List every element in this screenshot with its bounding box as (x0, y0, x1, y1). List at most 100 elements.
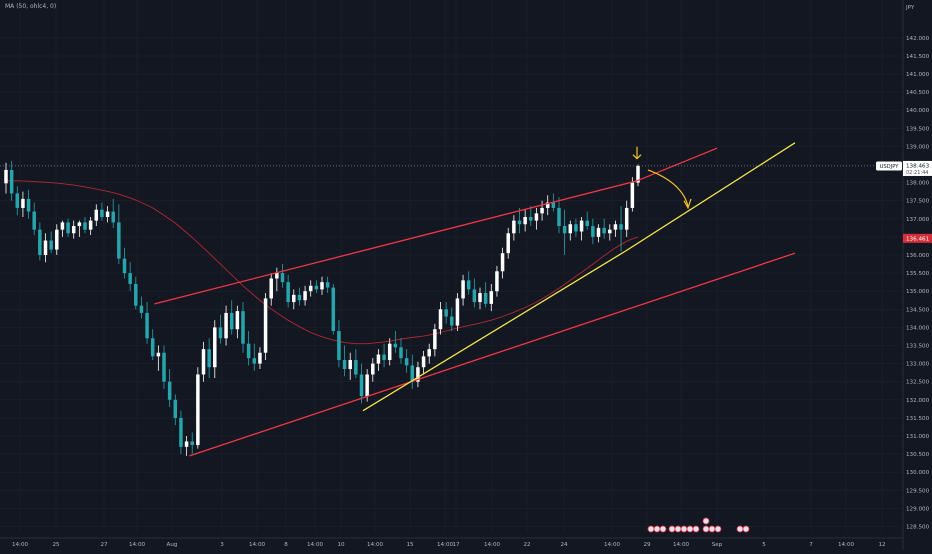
y-tick-label: 142.000 (906, 36, 930, 42)
x-tick-label: 22 (523, 542, 530, 548)
candle-body (450, 316, 454, 326)
event-marker-icon (708, 525, 716, 533)
candle-body (83, 222, 87, 230)
candle (150, 329, 155, 360)
drawings[interactable] (0, 142, 903, 533)
candle-body (545, 202, 550, 208)
candle-body (540, 207, 544, 214)
candle (387, 338, 392, 366)
y-tick-label: 141.000 (906, 72, 930, 78)
candle (21, 191, 25, 217)
candle-body (523, 216, 527, 225)
y-tick-label: 129.000 (906, 506, 930, 512)
candle-body (179, 417, 183, 447)
x-tick-label: Aug (167, 542, 178, 548)
candle (100, 202, 104, 221)
y-tick-label: 140.000 (906, 108, 930, 114)
y-tick-label: 128.500 (906, 525, 930, 531)
candle-body (60, 222, 65, 230)
candle-body (337, 331, 341, 360)
candle-body (167, 381, 172, 400)
y-tick-label: 133.000 (906, 362, 930, 368)
candle-body (602, 227, 606, 234)
x-tick-label: 14:00 (129, 542, 146, 548)
event-marker-icon (742, 525, 750, 533)
candle (619, 206, 623, 252)
candle (500, 247, 505, 279)
candle (26, 189, 31, 219)
candle (275, 267, 279, 292)
candle (512, 215, 516, 241)
y-tick-label: 135.000 (906, 289, 930, 295)
candle (579, 216, 584, 241)
candle-body (483, 293, 488, 304)
event-marker-icon (647, 525, 655, 533)
indicator-legend[interactable]: MA (50, ohlc4, 0) (5, 3, 57, 10)
candle-body (534, 213, 539, 221)
candle-body (596, 227, 601, 237)
symbol-tag (876, 161, 902, 171)
candle (122, 247, 127, 279)
x-tick-label: 25 (52, 542, 60, 548)
candle-body (286, 282, 290, 303)
candle-body (269, 278, 273, 299)
y-tick-label: 131.500 (906, 416, 930, 422)
down-arrow-head-icon (632, 154, 642, 160)
candle (88, 216, 93, 236)
candle (190, 432, 194, 455)
candle-body (529, 216, 533, 221)
candle-body (173, 399, 178, 418)
candle (630, 177, 635, 212)
y-tick-label: 137.000 (906, 217, 930, 223)
ma-price-tag (903, 233, 932, 243)
projection-arrow-head-icon (683, 198, 692, 210)
candle-body (495, 271, 499, 292)
candle (416, 361, 420, 388)
candle (478, 287, 482, 310)
candle-body (579, 220, 584, 232)
candle-body (201, 349, 206, 375)
candle-body (263, 298, 268, 353)
candle-body (184, 441, 189, 447)
candle-body (224, 312, 228, 339)
candle (83, 216, 87, 234)
x-tick-label: Sep (712, 542, 723, 548)
candle-body (410, 365, 415, 382)
candle-body (196, 374, 200, 446)
candle (94, 204, 99, 227)
candle (162, 345, 166, 389)
candle (331, 283, 336, 335)
x-tick-label: 27 (100, 542, 108, 548)
candle-body (517, 220, 522, 225)
x-tick-label: 14:00 (604, 542, 621, 548)
candle-body (134, 283, 138, 306)
y-tick-label: 139.500 (906, 126, 930, 132)
candle (213, 320, 217, 379)
candle (55, 224, 59, 255)
candle (450, 307, 454, 332)
candle (613, 220, 618, 237)
candle (427, 343, 431, 364)
candle-body (619, 224, 623, 230)
event-marker-icon (692, 525, 700, 533)
event-marker-icon (702, 525, 710, 533)
candle (472, 278, 477, 308)
candle-body (88, 220, 93, 230)
ma-price-label: 136.461 (906, 236, 930, 242)
candle (201, 341, 206, 382)
candle-body (297, 294, 302, 301)
candle-body (77, 222, 82, 227)
candle-body (190, 441, 194, 446)
y-tick-label: 133.500 (906, 344, 930, 350)
candle-body (15, 193, 20, 208)
candle-body (128, 273, 132, 284)
candle (246, 331, 251, 366)
currency-label: JPY (905, 5, 915, 11)
candle-body (162, 352, 166, 382)
candle (517, 207, 522, 234)
ma50-line (6, 180, 639, 345)
candle-body (150, 338, 155, 357)
y-tick-label: 138.000 (906, 181, 930, 187)
